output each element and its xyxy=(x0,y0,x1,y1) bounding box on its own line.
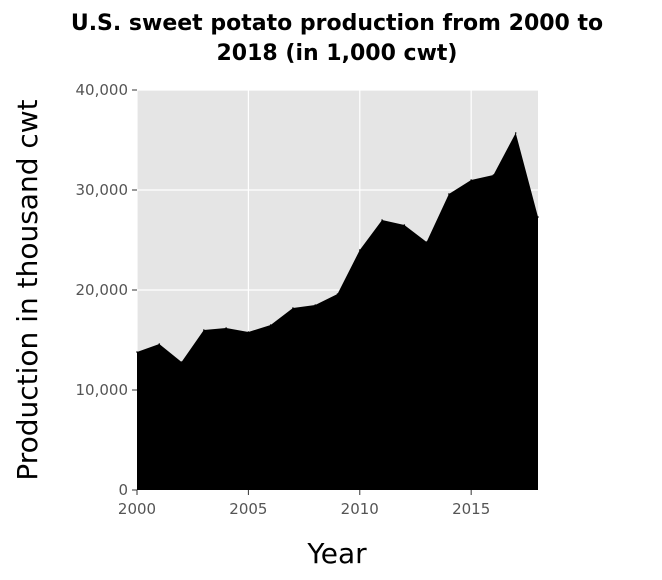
area-series xyxy=(137,133,538,490)
data-point-2011 xyxy=(381,219,383,221)
x-axis: 2000 2005 2010 2015 xyxy=(118,490,490,518)
y-tick-label: 20,000 xyxy=(76,281,129,299)
x-axis-title: Year xyxy=(306,537,367,570)
data-point-2015 xyxy=(470,179,472,181)
x-tick-label: 2000 xyxy=(118,500,156,518)
data-point-2007 xyxy=(292,307,294,309)
x-tick-label: 2010 xyxy=(341,500,379,518)
data-point-2012 xyxy=(403,224,406,226)
data-points xyxy=(136,132,539,363)
chart-title-line-2: 2018 (in 1,000 cwt) xyxy=(217,41,458,66)
y-axis-title: Production in thousand cwt xyxy=(11,99,44,480)
data-point-2006 xyxy=(269,324,272,326)
y-tick-label: 30,000 xyxy=(76,181,129,199)
data-point-2008 xyxy=(314,304,317,306)
y-axis: 0 10,000 20,000 30,000 40,000 xyxy=(76,81,137,499)
data-point-2010 xyxy=(358,249,361,251)
y-tick-label: 40,000 xyxy=(76,81,129,99)
x-tick-label: 2015 xyxy=(452,500,490,518)
data-point-2009 xyxy=(336,293,339,295)
data-point-2016 xyxy=(492,174,495,176)
data-point-2004 xyxy=(225,327,227,329)
data-point-2017 xyxy=(514,132,517,134)
data-point-2014 xyxy=(448,193,450,195)
y-tick-label: 10,000 xyxy=(76,381,129,399)
data-point-2005 xyxy=(247,331,250,333)
data-point-2013 xyxy=(425,241,428,243)
chart-title-line-1: U.S. sweet potato production from 2000 t… xyxy=(71,11,603,36)
y-tick-label: 0 xyxy=(118,481,128,499)
data-point-2000 xyxy=(136,351,138,353)
data-point-2002 xyxy=(180,361,183,363)
data-point-2003 xyxy=(203,329,205,331)
data-point-2018 xyxy=(537,216,539,218)
x-tick-label: 2005 xyxy=(229,500,267,518)
data-point-2001 xyxy=(158,343,161,345)
